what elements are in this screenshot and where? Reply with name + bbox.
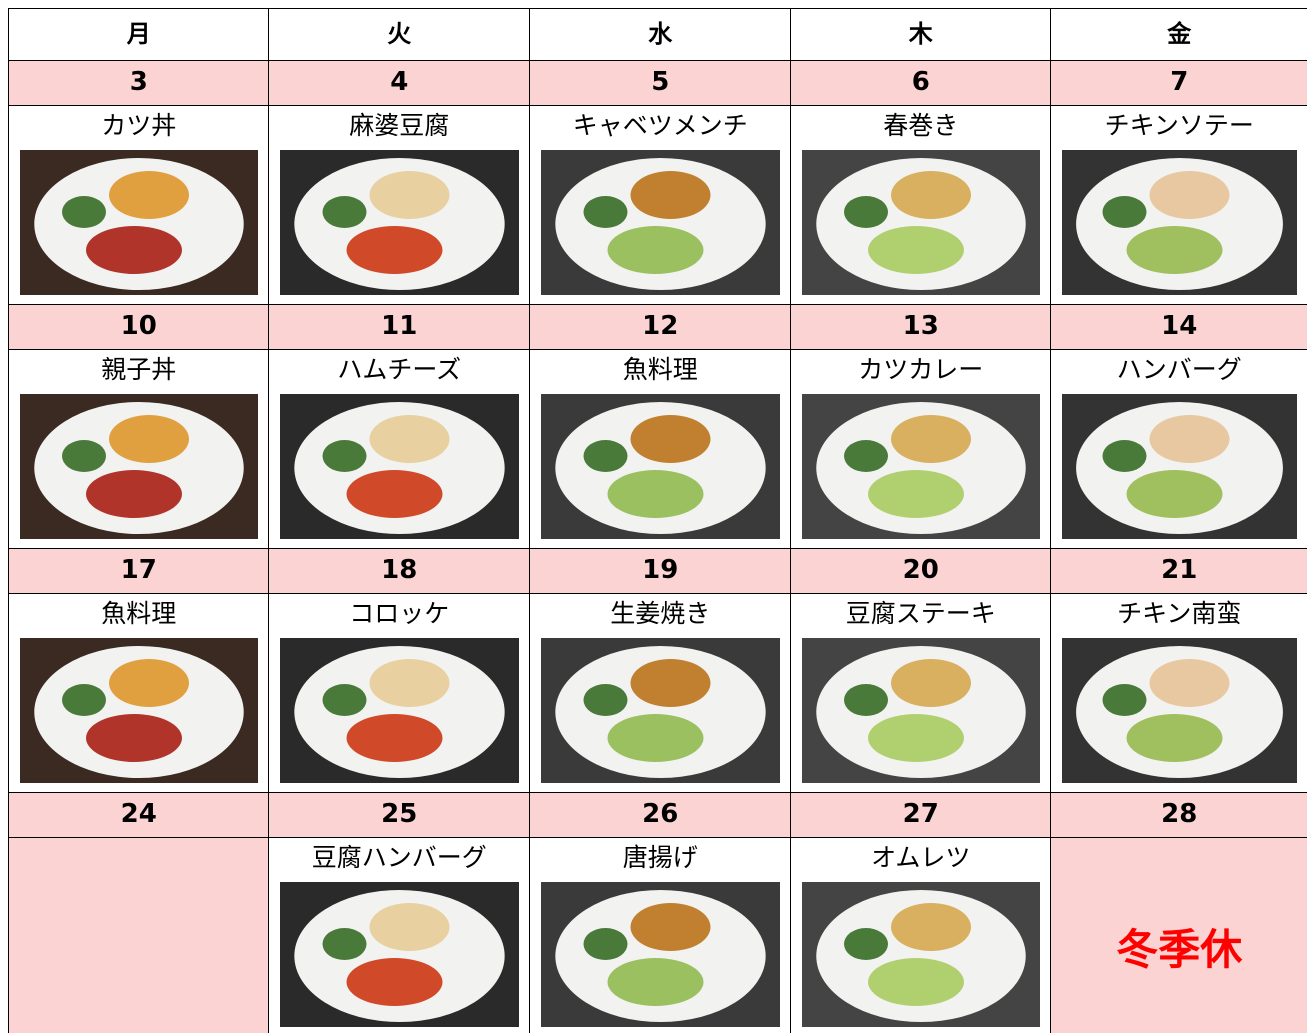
date-cell: 12 [529, 304, 792, 351]
dish-name: チキンソテー [1104, 111, 1254, 140]
menu-cell: 冬季休 [1050, 837, 1307, 1033]
dish-name: 魚料理 [101, 599, 177, 628]
menu-cell: 親子丼 [8, 349, 270, 550]
dish-photo [540, 638, 780, 783]
date-cell: 14 [1050, 304, 1307, 351]
dish-photo [540, 394, 780, 539]
dish-photo [801, 882, 1040, 1027]
menu-cell: ハンバーグ [1050, 349, 1307, 550]
date-cell: 4 [268, 60, 531, 107]
dish-photo [1061, 638, 1297, 783]
dish-name: コロッケ [349, 599, 450, 628]
dish-photo [1061, 150, 1297, 295]
menu-cell: 魚料理 [8, 593, 270, 794]
day-header: 月 [8, 8, 270, 62]
day-header: 金 [1050, 8, 1307, 62]
dish-name: 豆腐ハンバーグ [311, 843, 487, 872]
date-cell: 24 [8, 792, 270, 839]
dish-photo [801, 638, 1040, 783]
dish-name: カツカレー [858, 355, 984, 384]
dish-name: ハンバーグ [1116, 355, 1242, 384]
date-cell: 26 [529, 792, 792, 839]
date-cell: 10 [8, 304, 270, 351]
holiday-note: 冬季休 [1116, 925, 1243, 974]
day-header: 水 [529, 8, 792, 62]
day-header: 火 [268, 8, 531, 62]
menu-cell: 唐揚げ [529, 837, 792, 1033]
menu-cell: 豆腐ハンバーグ [268, 837, 531, 1033]
menu-cell: カツ丼 [8, 105, 270, 306]
dish-photo [1061, 394, 1297, 539]
dish-name: 麻婆豆腐 [349, 111, 450, 140]
date-cell: 17 [8, 548, 270, 595]
dish-photo [279, 394, 519, 539]
menu-cell: キャベツメンチ [529, 105, 792, 306]
menu-cell: 生姜焼き [529, 593, 792, 794]
menu-cell: ハムチーズ [268, 349, 531, 550]
menu-cell [8, 837, 270, 1033]
menu-cell: コロッケ [268, 593, 531, 794]
menu-cell: 麻婆豆腐 [268, 105, 531, 306]
menu-cell: 豆腐ステーキ [790, 593, 1052, 794]
dish-photo [801, 394, 1040, 539]
date-cell: 27 [790, 792, 1052, 839]
menu-cell: カツカレー [790, 349, 1052, 550]
dish-photo [19, 394, 258, 539]
date-cell: 19 [529, 548, 792, 595]
menu-cell: チキン南蛮 [1050, 593, 1307, 794]
dish-name: 唐揚げ [622, 843, 698, 872]
dish-photo [19, 150, 258, 295]
dish-name: 生姜焼き [610, 599, 711, 628]
dish-photo [279, 150, 519, 295]
dish-name: 春巻き [883, 111, 959, 140]
date-cell: 20 [790, 548, 1052, 595]
dish-name: 魚料理 [622, 355, 698, 384]
menu-cell: チキンソテー [1050, 105, 1307, 306]
date-cell: 11 [268, 304, 531, 351]
dish-photo [540, 150, 780, 295]
dish-photo [801, 150, 1040, 295]
dish-photo [279, 882, 519, 1027]
dish-photo [540, 882, 780, 1027]
date-cell: 3 [8, 60, 270, 107]
dish-name: オムレツ [871, 843, 971, 872]
dish-photo [19, 638, 258, 783]
dish-photo [279, 638, 519, 783]
date-cell: 21 [1050, 548, 1307, 595]
dish-name: キャベツメンチ [572, 111, 748, 140]
date-cell: 7 [1050, 60, 1307, 107]
dish-name: カツ丼 [101, 111, 177, 140]
menu-cell: 魚料理 [529, 349, 792, 550]
menu-cell: 春巻き [790, 105, 1052, 306]
date-cell: 13 [790, 304, 1052, 351]
dish-name: チキン南蛮 [1117, 599, 1242, 628]
date-cell: 25 [268, 792, 531, 839]
dish-name: ハムチーズ [337, 355, 462, 384]
dish-name: 親子丼 [101, 355, 177, 384]
date-cell: 5 [529, 60, 792, 107]
dish-name: 豆腐ステーキ [845, 599, 996, 628]
day-header: 木 [790, 8, 1052, 62]
date-cell: 6 [790, 60, 1052, 107]
date-cell: 18 [268, 548, 531, 595]
menu-cell: オムレツ [790, 837, 1052, 1033]
date-cell: 28 [1050, 792, 1307, 839]
